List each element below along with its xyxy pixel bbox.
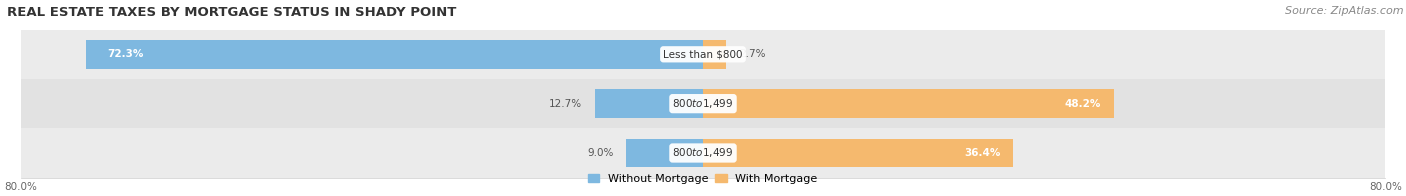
Text: 48.2%: 48.2%	[1064, 99, 1101, 109]
Text: Less than $800: Less than $800	[664, 49, 742, 59]
Text: REAL ESTATE TAXES BY MORTGAGE STATUS IN SHADY POINT: REAL ESTATE TAXES BY MORTGAGE STATUS IN …	[7, 6, 457, 19]
Text: Source: ZipAtlas.com: Source: ZipAtlas.com	[1285, 6, 1403, 16]
Bar	[595, 89, 703, 118]
Bar	[21, 30, 1385, 79]
Text: 12.7%: 12.7%	[548, 99, 582, 109]
Bar	[21, 128, 1385, 178]
Text: 72.3%: 72.3%	[108, 49, 143, 59]
Legend: Without Mortgage, With Mortgage: Without Mortgage, With Mortgage	[588, 174, 818, 184]
Text: $800 to $1,499: $800 to $1,499	[672, 97, 734, 110]
Bar	[703, 40, 725, 69]
Bar	[86, 40, 703, 69]
Text: $800 to $1,499: $800 to $1,499	[672, 146, 734, 160]
Bar	[703, 89, 1114, 118]
Text: 9.0%: 9.0%	[588, 148, 613, 158]
Bar	[703, 139, 1014, 167]
Bar	[626, 139, 703, 167]
Text: 36.4%: 36.4%	[965, 148, 1001, 158]
Text: 2.7%: 2.7%	[738, 49, 765, 59]
Bar	[21, 79, 1385, 128]
